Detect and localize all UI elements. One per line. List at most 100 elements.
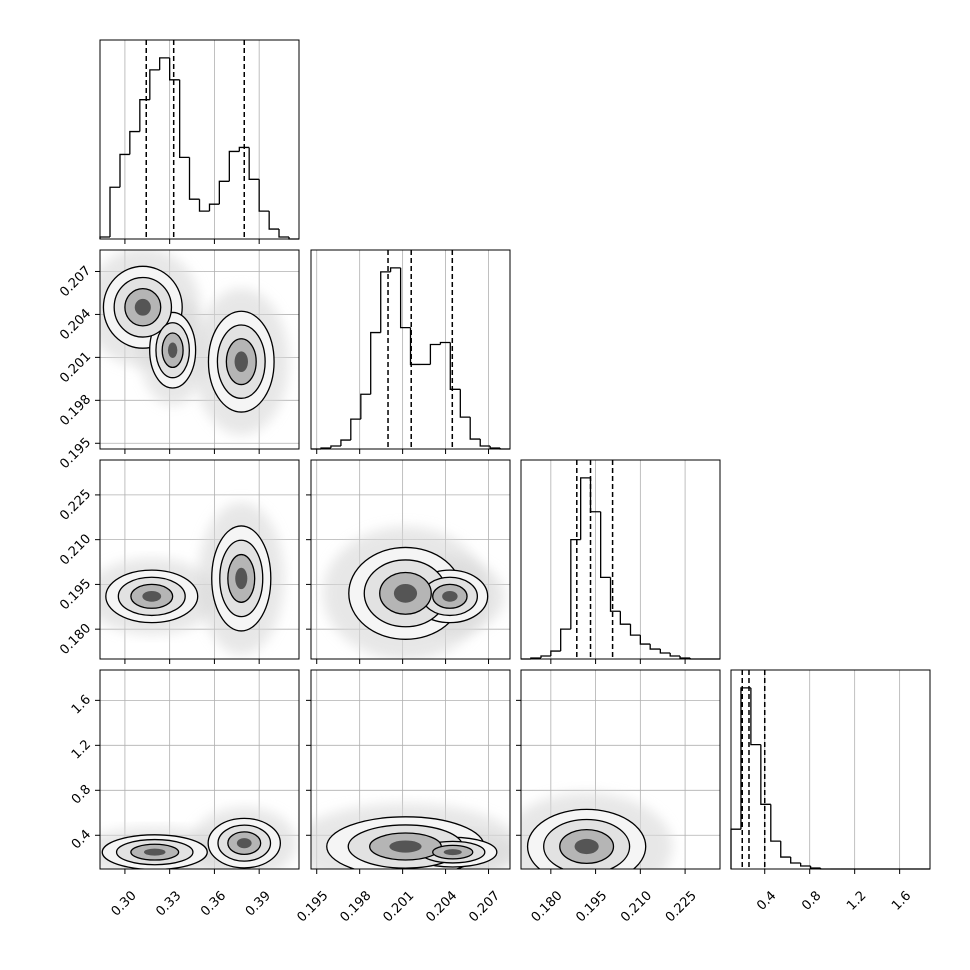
y-tick-label: 1.6 (69, 692, 94, 717)
histogram-bin (649, 644, 661, 650)
y-tick-label: 0.225 (57, 487, 94, 524)
histogram-bin (159, 57, 170, 70)
histogram-bin (399, 267, 411, 329)
panel-frame (520, 459, 721, 660)
density (311, 803, 510, 869)
histogram-bin (119, 153, 130, 188)
panel-frame (730, 669, 931, 870)
histogram-bin (238, 146, 250, 152)
core (574, 838, 599, 855)
histogram-bin (330, 445, 341, 449)
x-tick-label: 0.8 (799, 888, 824, 913)
core (236, 838, 252, 849)
x-tick-label: 0.210 (618, 888, 655, 925)
histogram-bin (560, 628, 571, 652)
core (134, 298, 151, 316)
y-tick-label: 0.207 (57, 263, 94, 300)
histogram-bin (750, 687, 761, 746)
x-tick-label: 0.198 (337, 888, 374, 925)
histogram-bin (459, 389, 471, 418)
histogram-bin (208, 203, 220, 212)
x-tick-label: 0.207 (466, 888, 503, 925)
histogram-bin (129, 130, 140, 155)
histogram-bin (679, 656, 691, 659)
histogram-bin (449, 342, 461, 390)
core (443, 849, 462, 856)
y-tick-label: 0.210 (57, 532, 94, 569)
density (100, 250, 290, 435)
x-tick-label: 0.195 (573, 888, 610, 925)
x-tick-label: 0.204 (423, 888, 460, 925)
histogram-bin (268, 211, 280, 230)
histogram-bin (370, 331, 381, 395)
panel-frame (99, 39, 300, 240)
histogram-bin (669, 653, 681, 657)
panel-frame (310, 459, 511, 660)
y-tick-label: 0.195 (57, 435, 94, 472)
x-tick-label: 1.6 (889, 888, 914, 913)
core (393, 583, 418, 603)
histogram-bin (730, 828, 741, 869)
histogram-bin (439, 341, 451, 345)
histogram-bin (639, 635, 651, 645)
histogram-bin (760, 744, 771, 805)
density (521, 792, 673, 869)
histogram-bin (380, 271, 391, 333)
histogram-bin (550, 650, 561, 657)
histogram-bin (429, 343, 441, 365)
histogram-bin (619, 611, 631, 625)
histogram-bin (218, 180, 230, 205)
histogram-bin (198, 199, 210, 212)
panel-frame (99, 459, 300, 660)
histogram-bin (609, 577, 621, 612)
histogram-bin (809, 866, 821, 869)
core (389, 840, 422, 853)
histogram-bin (188, 157, 200, 200)
histogram-bin (409, 327, 421, 366)
panel-frame (520, 669, 721, 870)
core (442, 590, 458, 602)
histogram-bin (248, 147, 260, 180)
histogram-bin (570, 538, 581, 630)
core (167, 342, 178, 358)
histogram-bin (389, 267, 401, 272)
panel-frame (99, 249, 300, 450)
x-tick-label: 0.30 (109, 888, 140, 919)
x-tick-label: 0.201 (380, 888, 417, 925)
x-tick-label: 0.33 (153, 888, 184, 919)
y-tick-label: 0.204 (57, 306, 94, 343)
x-tick-label: 1.2 (844, 888, 869, 913)
panel-frame (310, 669, 511, 870)
y-tick-label: 0.198 (57, 392, 94, 429)
histogram-bin (659, 649, 671, 654)
histogram-bin (350, 418, 361, 441)
histogram-bin (179, 79, 190, 159)
histogram-bin (109, 186, 120, 238)
histogram-bin (580, 477, 591, 540)
density (100, 807, 297, 869)
histogram-bin (540, 655, 551, 659)
histogram-bin (770, 804, 781, 842)
y-tick-label: 0.195 (57, 576, 94, 613)
histogram-bin (790, 857, 801, 864)
histogram-bin (278, 229, 290, 238)
histogram-bin (469, 417, 481, 440)
histogram-bin (360, 393, 371, 420)
core (234, 351, 248, 372)
panel-frame (310, 249, 511, 450)
histogram-bin (489, 446, 501, 449)
histogram-bin (629, 624, 641, 636)
histogram-bin (479, 439, 491, 447)
y-tick-label: 0.8 (69, 782, 94, 807)
y-tick-label: 1.2 (69, 737, 94, 762)
x-tick-label: 0.180 (529, 888, 566, 925)
x-tick-label: 0.39 (243, 888, 274, 919)
density (323, 526, 505, 659)
panel-frame (99, 669, 300, 870)
histogram-bin (340, 439, 351, 447)
y-tick-label: 0.4 (69, 827, 94, 852)
x-tick-label: 0.4 (754, 888, 779, 913)
histogram-bin (780, 841, 791, 858)
density (100, 502, 285, 655)
